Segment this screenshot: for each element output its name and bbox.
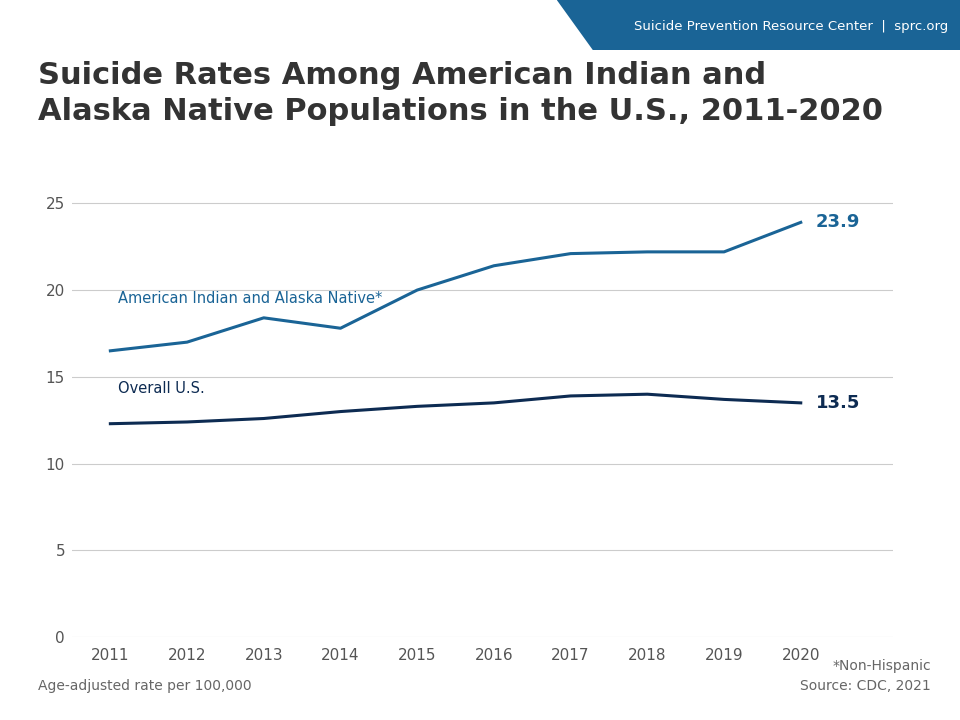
Text: Suicide Prevention Resource Center  |  sprc.org: Suicide Prevention Resource Center | spr… xyxy=(634,19,948,32)
Text: Source: CDC, 2021: Source: CDC, 2021 xyxy=(801,679,931,693)
Polygon shape xyxy=(557,0,960,50)
Text: 23.9: 23.9 xyxy=(816,213,860,231)
Text: Suicide Rates Among American Indian and: Suicide Rates Among American Indian and xyxy=(38,61,766,90)
Text: Overall U.S.: Overall U.S. xyxy=(118,382,204,397)
Text: Alaska Native Populations in the U.S., 2011-2020: Alaska Native Populations in the U.S., 2… xyxy=(38,97,883,126)
Text: American Indian and Alaska Native*: American Indian and Alaska Native* xyxy=(118,291,382,306)
Text: 13.5: 13.5 xyxy=(816,394,860,412)
Text: Age-adjusted rate per 100,000: Age-adjusted rate per 100,000 xyxy=(38,679,252,693)
Text: *Non-Hispanic: *Non-Hispanic xyxy=(832,660,931,673)
